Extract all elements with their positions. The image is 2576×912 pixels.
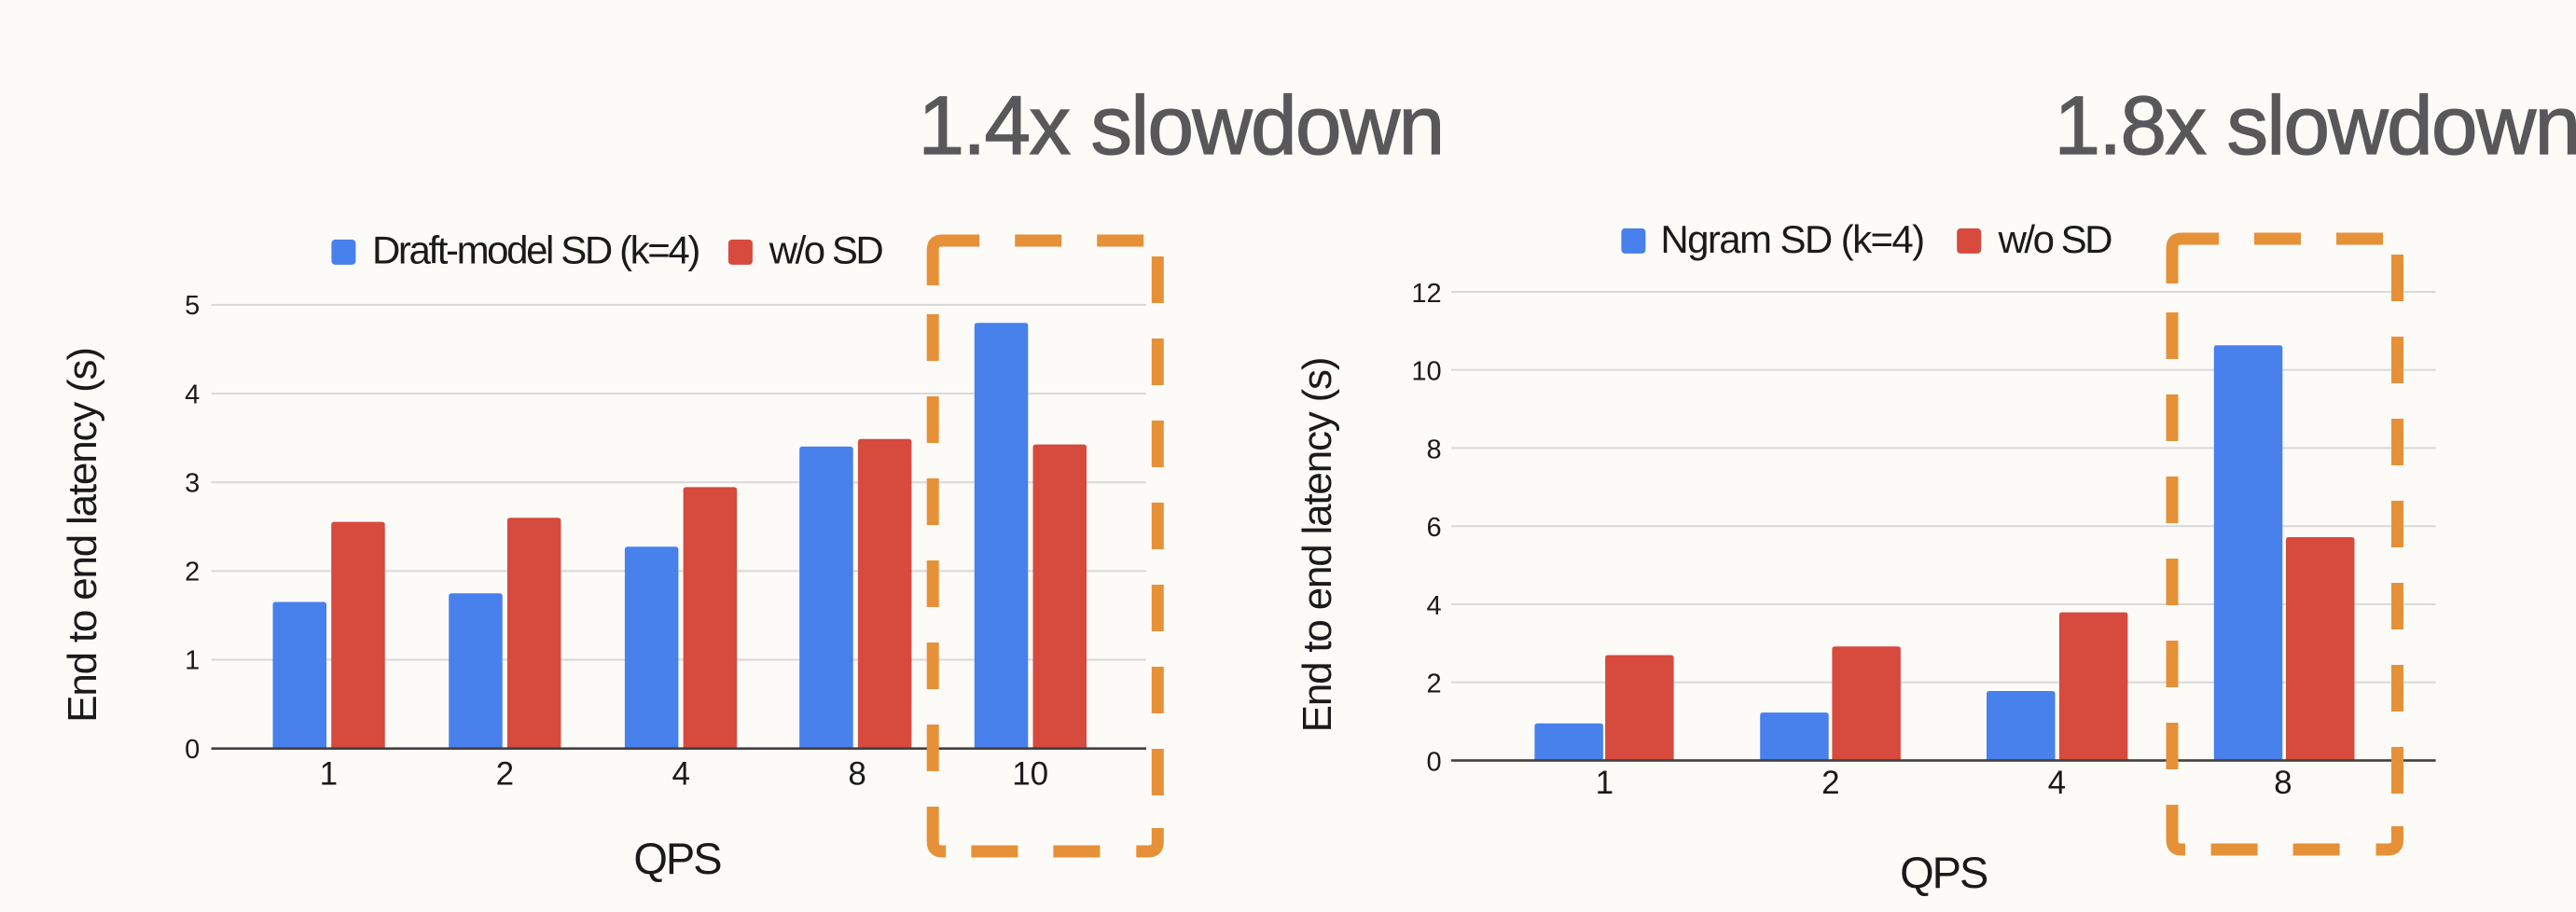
svg-text:Draft-model SD (k=4): Draft-model SD (k=4) (372, 228, 699, 271)
svg-text:QPS: QPS (1900, 848, 1987, 897)
svg-text:2: 2 (185, 558, 200, 587)
svg-text:5: 5 (185, 291, 200, 321)
svg-text:4: 4 (1426, 591, 1441, 621)
svg-text:10: 10 (1012, 756, 1048, 793)
svg-text:Ngram SD (k=4): Ngram SD (k=4) (1660, 217, 1923, 261)
svg-text:2: 2 (1821, 765, 1839, 801)
svg-text:4: 4 (2048, 765, 2066, 801)
svg-text:10: 10 (1411, 357, 1441, 387)
svg-text:3: 3 (185, 468, 200, 498)
svg-text:2: 2 (1426, 670, 1441, 699)
svg-text:End to end latency (s): End to end latency (s) (60, 348, 105, 723)
svg-text:0: 0 (1426, 748, 1441, 778)
svg-text:1: 1 (185, 646, 200, 676)
svg-text:w/o SD: w/o SD (1998, 217, 2112, 261)
svg-text:4: 4 (185, 380, 200, 409)
svg-text:1: 1 (1596, 765, 1613, 801)
svg-text:4: 4 (672, 756, 689, 793)
svg-text:1.4x slowdown: 1.4x slowdown (919, 78, 1444, 172)
svg-text:w/o SD: w/o SD (769, 228, 883, 271)
svg-text:8: 8 (2274, 765, 2292, 801)
svg-text:12: 12 (1411, 279, 1441, 309)
svg-text:1.8x slowdown: 1.8x slowdown (2055, 78, 2576, 172)
svg-text:8: 8 (1426, 435, 1441, 465)
svg-text:1: 1 (320, 756, 338, 793)
svg-text:2: 2 (496, 756, 514, 793)
svg-text:End to end latency (s): End to end latency (s) (1295, 358, 1340, 733)
svg-text:QPS: QPS (633, 834, 721, 883)
svg-text:0: 0 (185, 735, 200, 765)
svg-text:6: 6 (1426, 513, 1441, 543)
svg-text:8: 8 (848, 756, 866, 793)
